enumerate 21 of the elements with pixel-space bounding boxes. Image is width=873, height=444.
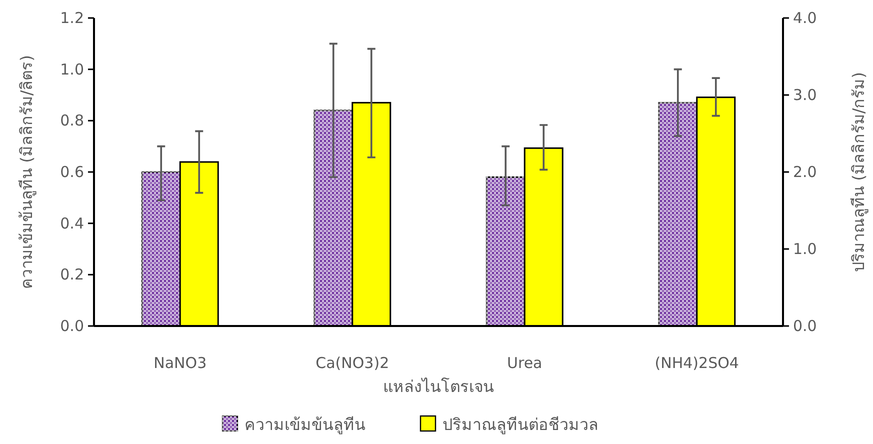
legend-label: ความเข้มข้นลูทีน [244, 415, 366, 435]
x-axis-title: แหล่งไนโตรเจน [383, 377, 494, 396]
x-tick-label: NaNO3 [154, 354, 207, 372]
y-axis-title: ความเข้มข้นลูทีน (มิลลิกรัม/ลิตร) [17, 55, 37, 289]
y-tick-label: 0.0 [60, 317, 84, 335]
x-tick-label: Ca(NO3)2 [316, 354, 390, 372]
x-tick-label: (NH4)2SO4 [654, 354, 739, 372]
y-tick-label: 0.2 [60, 266, 84, 284]
y-tick-label: 1.2 [60, 9, 84, 27]
legend-label: ปริมาณลูทีนต่อชีวมวล [442, 415, 598, 435]
y2-tick-label: 3.0 [793, 86, 817, 104]
y2-tick-label: 0.0 [793, 317, 817, 335]
y2-axis-title: ปริมาณลูทีน (มิลลิกรัม/กรัม) [849, 72, 869, 272]
y2-tick-label: 4.0 [793, 9, 817, 27]
y-tick-label: 0.8 [60, 112, 84, 130]
y2-tick-label: 1.0 [793, 240, 817, 258]
y-tick-label: 0.6 [60, 163, 84, 181]
y-tick-label: 1.0 [60, 60, 84, 78]
y2-tick-label: 2.0 [793, 163, 817, 181]
y-tick-label: 0.4 [60, 214, 84, 232]
x-tick-label: Urea [507, 354, 542, 372]
